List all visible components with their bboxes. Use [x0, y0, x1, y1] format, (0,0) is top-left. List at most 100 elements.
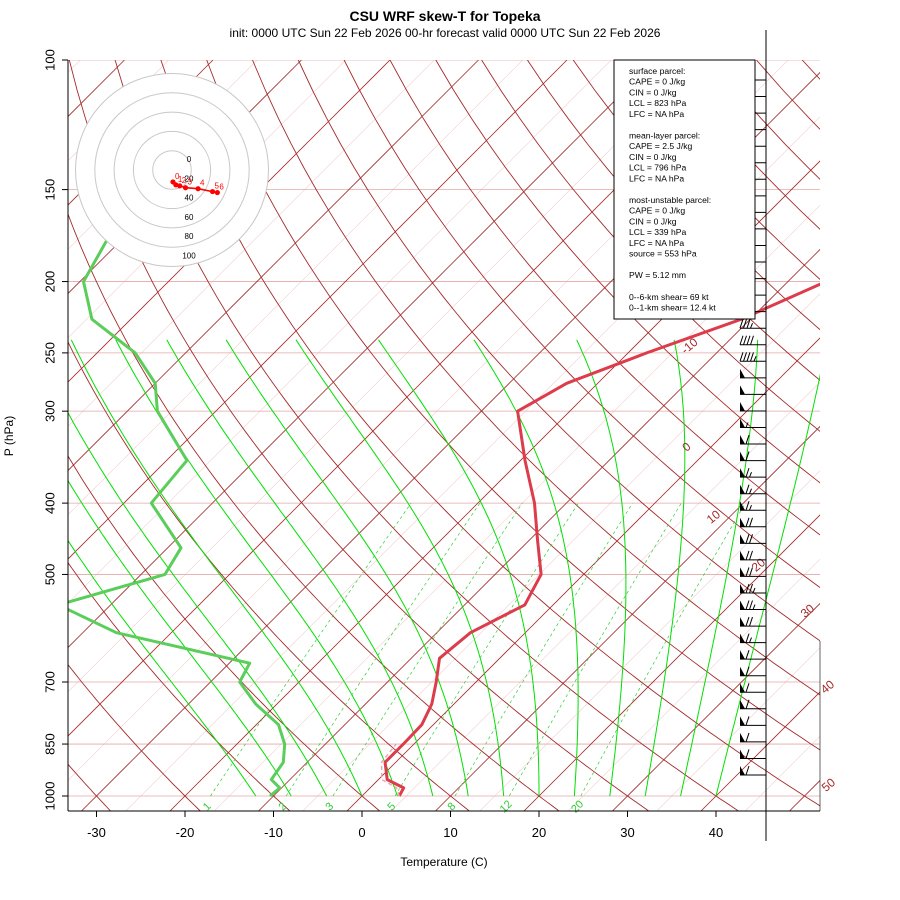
- info-panel-line: LFC = NA hPa: [629, 109, 684, 119]
- isotherm-line: [346, 337, 820, 811]
- info-panel-line: 0--1-km shear= 12.4 kt: [629, 303, 716, 313]
- dry-adiabat-line: [114, 60, 740, 811]
- wind-barb: [740, 550, 766, 561]
- mixing-ratio-line: [394, 502, 579, 797]
- info-panel-line: CIN = 0 J/kg: [629, 216, 677, 226]
- wind-barb: [740, 368, 766, 379]
- wind-barb: [740, 633, 766, 644]
- isotherm-line: [479, 470, 820, 811]
- hodograph-ring: [94, 92, 250, 248]
- info-panel-line: CIN = 0 J/kg: [629, 87, 677, 97]
- isotherm-line: [68, 60, 568, 560]
- isotherm-line: [68, 60, 523, 516]
- info-panel-box: [613, 59, 756, 320]
- dry-adiabat-line: [68, 663, 201, 811]
- wind-barb: [739, 319, 766, 329]
- info-panel-line: source = 553 hPa: [629, 249, 697, 259]
- mixing-ratio-line: [508, 502, 682, 797]
- hodograph-ring-label: 80: [185, 232, 194, 241]
- temperature-tick-label: 30: [620, 825, 634, 840]
- dry-adiabat-line: [481, 60, 820, 432]
- info-panel-line: surface parcel:: [629, 66, 685, 76]
- isotherm-label: 0: [679, 439, 693, 454]
- wind-barb: [740, 583, 766, 594]
- hodograph-ring-label: 20: [185, 174, 194, 183]
- dry-adiabat-line: [68, 341, 471, 811]
- info-panel-line: CAPE = 0 J/kg: [629, 206, 685, 216]
- hodograph-point: [214, 189, 220, 196]
- wind-barb: [740, 534, 766, 544]
- moist-adiabat-line: [644, 339, 686, 797]
- pressure-tick-label: 400: [42, 492, 57, 514]
- dewpoint-line: [68, 209, 287, 798]
- wind-barb: [740, 716, 766, 726]
- hodograph-ring: [113, 111, 231, 229]
- isobar-gridlines: [68, 60, 820, 797]
- hodograph-ring: [132, 130, 212, 210]
- pressure-tick-label: 100: [42, 49, 57, 71]
- wind-barb: [740, 385, 766, 395]
- hodograph-point-label: 0: [175, 172, 180, 181]
- wind-barb: [740, 567, 766, 577]
- dry-adiabat-line: [160, 60, 820, 807]
- info-panel-line: LCL = 823 hPa: [629, 98, 686, 108]
- pressure-tick-label: 200: [42, 271, 57, 293]
- hodograph-point-label: 5: [215, 182, 220, 191]
- temperature-tick-label: 0: [358, 825, 365, 840]
- wind-barb: [740, 666, 766, 677]
- isotherm-line: [656, 647, 820, 811]
- moist-adiabat-line: [378, 339, 540, 796]
- hodograph-point: [177, 183, 183, 189]
- dry-adiabat-line: [801, 60, 820, 80]
- mixing-ratio-label: 20: [569, 798, 586, 815]
- wind-barb: [740, 600, 766, 611]
- hodograph-point-label: 4: [200, 179, 205, 188]
- moist-adiabat-line: [68, 411, 328, 797]
- hodograph-ring-label: 100: [182, 252, 196, 261]
- dry-adiabat-line: [527, 60, 820, 381]
- moist-adiabat-line: [70, 339, 363, 797]
- moist-adiabat-line: [295, 339, 505, 797]
- moist-adiabat-line: [576, 339, 627, 797]
- pressure-tick-label: 250: [42, 342, 57, 364]
- hodograph-point-label: 3: [188, 178, 193, 187]
- isotherm-line: [68, 60, 700, 693]
- dry-adiabat-line: [68, 455, 381, 811]
- mixing-ratio-lines: [210, 502, 746, 797]
- temperature-line: [383, 282, 820, 797]
- info-panel-line: LCL = 796 hPa: [629, 163, 686, 173]
- hodograph-ring-label: 40: [185, 194, 194, 203]
- temperature-tick-label: -10: [264, 825, 283, 840]
- wind-barb: [740, 699, 766, 710]
- dry-adiabat-line: [252, 60, 820, 696]
- wind-barb: [740, 451, 766, 462]
- temperature-tick-label: 20: [532, 825, 546, 840]
- isotherm-label: 40: [818, 677, 837, 697]
- info-panel-line: CIN = 0 J/kg: [629, 152, 677, 162]
- info-panel-line: LFC = NA hPa: [629, 238, 684, 248]
- pressure-axis: 100 150 200 250 300 400 500 700 850 1000: [42, 49, 68, 810]
- wind-barb: [740, 401, 766, 412]
- isotherm-line: [68, 60, 479, 472]
- hodograph-point: [195, 186, 201, 192]
- wind-barb: [740, 765, 766, 776]
- moist-adiabat-line: [225, 339, 469, 797]
- moist-adiabat-line: [473, 339, 579, 797]
- chart-title: CSU WRF skew-T for Topeka: [349, 8, 540, 24]
- wind-barb: [740, 418, 766, 428]
- hodograph-point: [182, 185, 189, 191]
- mixing-ratio-line: [285, 502, 481, 797]
- wind-barb: [740, 732, 766, 743]
- mixing-ratio-label: 12: [498, 798, 515, 815]
- wind-barb: [740, 683, 766, 693]
- dry-adiabat-line: [206, 60, 820, 751]
- isotherm-label: 20: [749, 555, 768, 575]
- pressure-tick-label: 300: [42, 400, 57, 422]
- moist-adiabat-line: [166, 339, 434, 797]
- isotherm-line: [833, 60, 900, 812]
- wind-barb: [740, 467, 766, 478]
- pressure-tick-label: 500: [42, 564, 57, 586]
